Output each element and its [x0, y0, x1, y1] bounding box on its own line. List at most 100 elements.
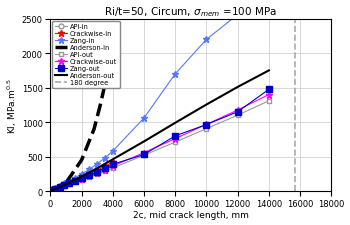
Anderson-in	[98, 104, 103, 107]
API-in	[79, 177, 84, 180]
Crackwise-out	[73, 180, 77, 183]
API-out	[53, 188, 57, 191]
Zang-out	[95, 171, 99, 173]
Zang-in	[267, 14, 271, 17]
API-out	[103, 170, 107, 173]
API-out	[142, 154, 146, 157]
Zang-in	[95, 163, 99, 165]
Anderson-out	[267, 70, 271, 72]
Zang-out	[142, 153, 146, 156]
API-in	[67, 182, 71, 184]
API-out	[87, 176, 91, 179]
Anderson-in	[104, 76, 108, 79]
API-in	[111, 164, 115, 166]
API-in	[87, 174, 91, 177]
API-out	[79, 179, 84, 181]
Crackwise-in	[73, 178, 77, 181]
Zang-out	[62, 184, 66, 187]
Zang-in	[87, 168, 91, 171]
API-out	[50, 189, 54, 192]
Zang-in	[67, 180, 71, 182]
Crackwise-out	[62, 184, 66, 187]
Anderson-out	[64, 183, 68, 186]
Zang-out	[204, 124, 209, 126]
Anderson-in	[79, 159, 84, 162]
Crackwise-in	[62, 183, 66, 186]
Zang-in	[79, 173, 84, 176]
Crackwise-out	[267, 94, 271, 97]
Crackwise-out	[50, 189, 54, 191]
Line: API-out: API-out	[49, 99, 271, 193]
Legend: API-in, Crackwise-in, Zang-in, Anderson-in, API-out, Crackwise-out, Zang-out, An: API-in, Crackwise-in, Zang-in, Anderson-…	[52, 22, 120, 89]
Line: Zang-in: Zang-in	[48, 12, 272, 194]
Anderson-in	[92, 128, 96, 131]
Zang-out	[173, 135, 177, 138]
Title: Ri/t=50, Circum, $\sigma_{mem}$ =100 MPa: Ri/t=50, Circum, $\sigma_{mem}$ =100 MPa	[104, 6, 277, 19]
Anderson-out	[79, 176, 84, 178]
Crackwise-in	[50, 189, 54, 191]
API-out	[73, 181, 77, 183]
Crackwise-out	[67, 182, 71, 185]
Zang-out	[87, 174, 91, 177]
Zang-out	[73, 180, 77, 182]
Zang-in	[58, 184, 62, 187]
Zang-in	[204, 39, 209, 42]
Crackwise-in	[103, 165, 107, 168]
Crackwise-out	[79, 178, 84, 180]
Crackwise-out	[103, 169, 107, 171]
API-out	[173, 141, 177, 144]
Crackwise-in	[79, 176, 84, 178]
API-in	[62, 184, 66, 186]
Anderson-in	[48, 190, 52, 193]
API-out	[267, 100, 271, 103]
Zang-in	[111, 150, 115, 153]
API-out	[236, 114, 240, 117]
Zang-out	[58, 186, 62, 188]
Crackwise-in	[87, 172, 91, 175]
Zang-in	[173, 73, 177, 76]
Crackwise-in	[111, 161, 115, 164]
API-out	[111, 167, 115, 170]
API-out	[62, 184, 66, 187]
Crackwise-out	[53, 188, 57, 190]
Zang-in	[73, 176, 77, 179]
API-in	[50, 189, 54, 191]
Crackwise-in	[95, 169, 99, 172]
Crackwise-in	[53, 187, 57, 190]
Zang-in	[103, 157, 107, 160]
Zang-out	[50, 189, 54, 191]
Crackwise-in	[58, 185, 62, 188]
API-out	[95, 173, 99, 176]
API-out	[67, 183, 71, 186]
Zang-out	[103, 167, 107, 170]
Zang-in	[53, 187, 57, 190]
Crackwise-out	[204, 123, 209, 126]
Anderson-out	[111, 158, 115, 161]
Line: Crackwise-in: Crackwise-in	[48, 159, 116, 194]
Anderson-out	[95, 167, 99, 170]
Line: API-in: API-in	[49, 163, 115, 193]
Crackwise-out	[142, 152, 146, 154]
Crackwise-out	[95, 172, 99, 174]
Crackwise-out	[173, 138, 177, 140]
Zang-out	[53, 188, 57, 190]
Y-axis label: KI, MPa.m$^{0.5}$: KI, MPa.m$^{0.5}$	[6, 78, 19, 133]
Zang-out	[67, 182, 71, 185]
Anderson-out	[204, 104, 209, 106]
Anderson-out	[173, 122, 177, 125]
API-in	[58, 185, 62, 188]
Anderson-out	[236, 86, 240, 89]
X-axis label: 2c, mid crack length, mm: 2c, mid crack length, mm	[133, 211, 249, 219]
Line: Zang-out: Zang-out	[49, 87, 272, 193]
Crackwise-out	[87, 175, 91, 178]
Line: Anderson-out: Anderson-out	[50, 71, 269, 191]
Crackwise-out	[111, 165, 115, 168]
API-out	[204, 128, 209, 130]
Zang-out	[267, 89, 271, 91]
Crackwise-in	[67, 181, 71, 184]
Anderson-out	[48, 190, 52, 193]
Zang-out	[79, 177, 84, 180]
Crackwise-out	[236, 109, 240, 112]
Line: Anderson-in: Anderson-in	[50, 33, 116, 191]
Zang-in	[62, 182, 66, 185]
